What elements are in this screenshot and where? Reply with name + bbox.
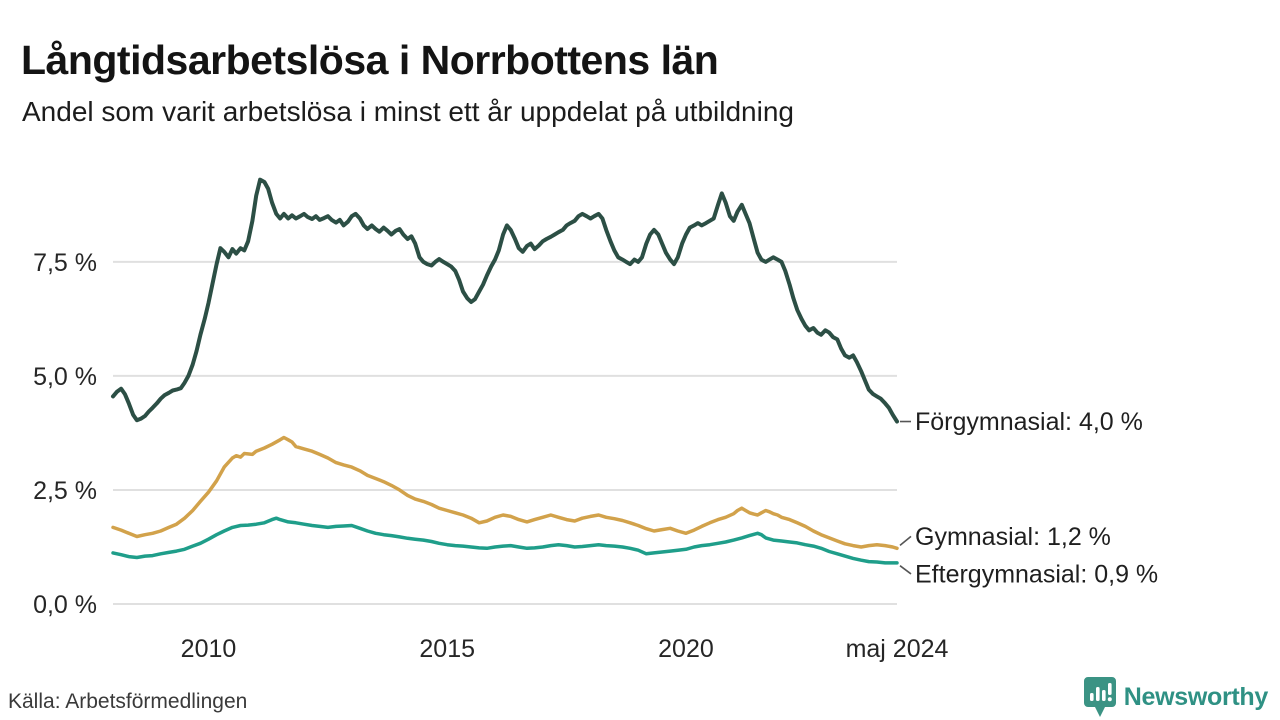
x-tick-label: 2010 [181,635,237,663]
label-connector [899,565,912,575]
y-tick-label: 7,5 % [33,249,97,277]
x-tick-label: 2020 [658,635,714,663]
series-end-label-förgymnasial: Förgymnasial: 4,0 % [915,408,1143,436]
chart-subtitle: Andel som varit arbetslösa i minst ett å… [22,96,794,127]
x-tick-label: 2015 [419,635,475,663]
newsworthy-logo: Newsworthy [1083,676,1268,719]
x-tick-label: maj 2024 [846,635,949,663]
series-end-label-gymnasial: Gymnasial: 1,2 % [915,523,1111,551]
y-tick-label: 2,5 % [33,477,97,505]
series-line-gymnasial [111,435,899,551]
page-title: Långtidsarbetslösa i Norrbottens län [21,37,719,84]
series-line-förgymnasial [111,177,899,424]
label-connector [899,535,912,546]
y-tick-label: 5,0 % [33,363,97,391]
source-caption: Källa: Arbetsförmedlingen [8,690,248,713]
newsworthy-bubble-chart-icon [1083,677,1116,717]
newsworthy-wordmark: Newsworthy [1123,683,1269,711]
series-line-eftergymnasial [111,516,899,565]
y-tick-label: 0,0 % [33,591,97,619]
series-end-label-eftergymnasial: Eftergymnasial: 0,9 % [915,560,1158,588]
